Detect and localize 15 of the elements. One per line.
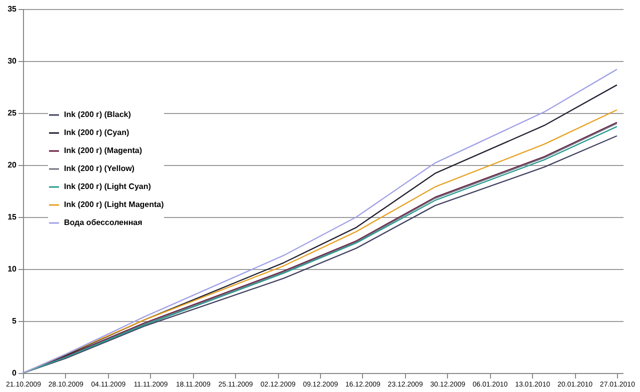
y-tick-label: 10 bbox=[8, 264, 18, 274]
y-tick-label: 15 bbox=[8, 212, 18, 222]
y-tick-label: 35 bbox=[8, 4, 18, 14]
y-tick-label: 5 bbox=[12, 316, 18, 326]
y-tick-label: 30 bbox=[8, 56, 18, 66]
legend-label: Ink (200 г) (Yellow) bbox=[64, 164, 135, 173]
y-tick-label: 25 bbox=[8, 108, 18, 118]
legend-label: Ink (200 г) (Black) bbox=[64, 110, 132, 119]
legend-label: Ink (200 г) (Cyan) bbox=[64, 128, 130, 137]
y-tick-label: 0 bbox=[12, 368, 18, 378]
legend-label: Ink (200 г) (Light Cyan) bbox=[64, 182, 152, 191]
y-tick-label: 20 bbox=[8, 160, 18, 170]
legend-label: Вода обессоленная bbox=[64, 218, 143, 227]
legend-label: Ink (200 г) (Magenta) bbox=[64, 146, 142, 155]
legend-label: Ink (200 г) (Light Magenta) bbox=[64, 200, 164, 209]
